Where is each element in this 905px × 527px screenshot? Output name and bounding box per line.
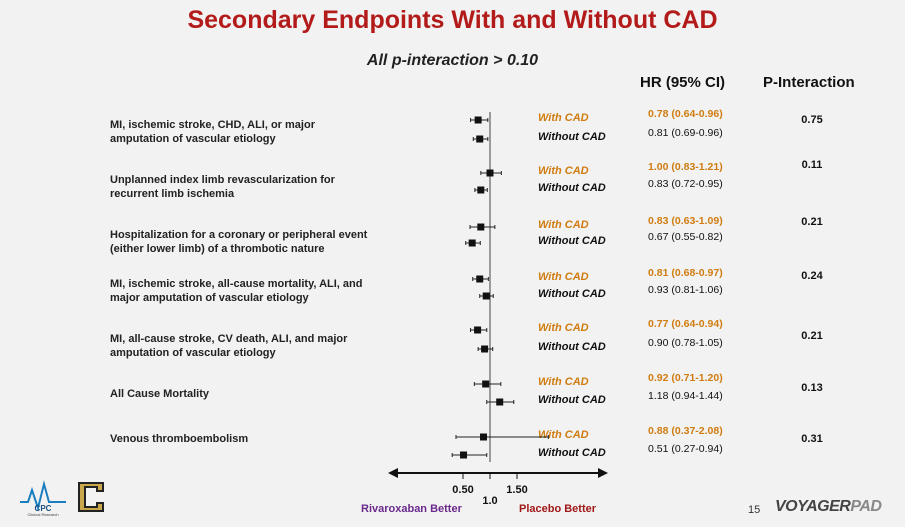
point-estimate-cad	[486, 169, 494, 177]
p-interaction-value: 0.21	[801, 216, 823, 228]
x-tick-label: 0.50	[452, 484, 473, 496]
point-estimate-cad	[474, 116, 482, 124]
endpoint-label-line: Unplanned index limb revascularization f…	[110, 174, 335, 186]
group-label-nocad: Without CAD	[538, 131, 606, 143]
hr-value-nocad: 0.51 (0.27-0.94)	[648, 443, 723, 455]
endpoint-label: All Cause Mortality	[110, 387, 400, 401]
hr-value-nocad: 0.90 (0.78-1.05)	[648, 337, 723, 349]
group-label-nocad: Without CAD	[538, 341, 606, 353]
endpoint-label-line: MI, ischemic stroke, CHD, ALI, or major	[110, 119, 315, 131]
hr-value-cad: 0.81 (0.68-0.97)	[648, 267, 723, 279]
svg-text:Clinical Research: Clinical Research	[27, 512, 58, 516]
brand-pad: PAD	[850, 498, 882, 515]
endpoint-label-line: major amputation of vascular etiology	[110, 292, 309, 304]
endpoint-label-line: Venous thromboembolism	[110, 433, 249, 445]
p-interaction-column-header: P-Interaction	[763, 74, 855, 91]
point-estimate-nocad	[476, 135, 484, 143]
point-estimate-nocad	[482, 292, 490, 300]
p-interaction-value: 0.24	[801, 270, 823, 282]
cpc-logo: CPC Clinical Research	[20, 480, 66, 516]
svg-text:CPC: CPC	[35, 504, 52, 513]
p-interaction-value: 0.75	[801, 114, 823, 126]
favors-right-label: Placebo Better	[519, 503, 597, 515]
p-interaction-value: 0.21	[801, 330, 823, 342]
group-label-nocad: Without CAD	[538, 288, 606, 300]
x-axis-arrow-right	[598, 468, 608, 478]
group-label-nocad: Without CAD	[538, 182, 606, 194]
hr-value-cad: 0.88 (0.37-2.08)	[648, 425, 723, 437]
p-interaction-value: 0.31	[801, 433, 823, 445]
hr-column-header: HR (95% CI)	[640, 74, 726, 91]
point-estimate-cad	[480, 433, 488, 441]
p-interaction-value: 0.11	[801, 159, 823, 171]
p-interaction-value: 0.13	[801, 382, 823, 394]
point-estimate-cad	[477, 223, 485, 231]
hr-value-nocad: 1.18 (0.94-1.44)	[648, 390, 723, 402]
endpoint-label: Hospitalization for a coronary or periph…	[110, 228, 400, 256]
hr-value-nocad: 0.93 (0.81-1.06)	[648, 284, 723, 296]
point-estimate-cad	[474, 326, 482, 334]
hr-value-nocad: 0.83 (0.72-0.95)	[648, 178, 723, 190]
endpoint-label-line: recurrent limb ischemia	[110, 188, 235, 200]
endpoint-label-line: amputation of vascular etiology	[110, 347, 276, 359]
endpoint-label: MI, ischemic stroke, CHD, ALI, or major a…	[110, 118, 400, 146]
brand-main: VOYAGER	[775, 498, 851, 515]
hr-value-nocad: 0.81 (0.69-0.96)	[648, 127, 723, 139]
group-label-cad: With CAD	[538, 429, 589, 441]
endpoint-label-line: MI, ischemic stroke, all-cause mortality…	[110, 278, 363, 290]
endpoint-label: Unplanned index limb revascularization f…	[110, 173, 400, 201]
page-number: 15	[748, 504, 761, 516]
group-label-nocad: Without CAD	[538, 235, 606, 247]
group-label-nocad: Without CAD	[538, 447, 606, 459]
point-estimate-nocad	[468, 239, 476, 247]
point-estimate-cad	[482, 380, 490, 388]
hr-value-nocad: 0.67 (0.55-0.82)	[648, 231, 723, 243]
endpoint-label-line: MI, all-cause stroke, CV death, ALI, and…	[110, 333, 348, 345]
x-axis-arrow-left	[388, 468, 398, 478]
group-label-cad: With CAD	[538, 112, 589, 124]
x-tick-label: 1.0	[482, 495, 497, 507]
hr-value-cad: 0.78 (0.64-0.96)	[648, 108, 723, 120]
group-label-cad: With CAD	[538, 165, 589, 177]
slide-subtitle: All p-interaction > 0.10	[366, 52, 539, 69]
endpoint-label-line: All Cause Mortality	[110, 388, 210, 400]
endpoint-label-line: Hospitalization for a coronary or periph…	[110, 229, 368, 241]
point-estimate-nocad	[481, 345, 489, 353]
university-logo	[78, 482, 104, 512]
hr-value-cad: 0.83 (0.63-1.09)	[648, 215, 723, 227]
x-tick-label: 1.50	[506, 484, 527, 496]
group-label-cad: With CAD	[538, 219, 589, 231]
endpoint-label: MI, ischemic stroke, all-cause mortality…	[110, 277, 400, 305]
slide-title: Secondary Endpoints With and Without CAD	[187, 6, 718, 34]
hr-value-cad: 1.00 (0.83-1.21)	[648, 161, 723, 173]
point-estimate-nocad	[460, 451, 468, 459]
point-estimate-nocad	[496, 398, 504, 406]
endpoint-label: MI, all-cause stroke, CV death, ALI, and…	[110, 332, 400, 360]
hr-value-cad: 0.77 (0.64-0.94)	[648, 318, 723, 330]
group-label-cad: With CAD	[538, 376, 589, 388]
voyager-pad-logo: VOYAGERPAD	[775, 498, 882, 516]
group-label-cad: With CAD	[538, 271, 589, 283]
hr-value-cad: 0.92 (0.71-1.20)	[648, 372, 723, 384]
group-label-nocad: Without CAD	[538, 394, 606, 406]
endpoint-label-line: (either lower limb) of a thrombotic natu…	[110, 243, 325, 255]
favors-left-label: Rivaroxaban Better	[361, 503, 462, 515]
point-estimate-cad	[476, 275, 484, 283]
group-label-cad: With CAD	[538, 322, 589, 334]
endpoint-label: Venous thromboembolism	[110, 432, 400, 446]
point-estimate-nocad	[477, 186, 485, 194]
endpoint-label-line: amputation of vascular etiology	[110, 133, 276, 145]
